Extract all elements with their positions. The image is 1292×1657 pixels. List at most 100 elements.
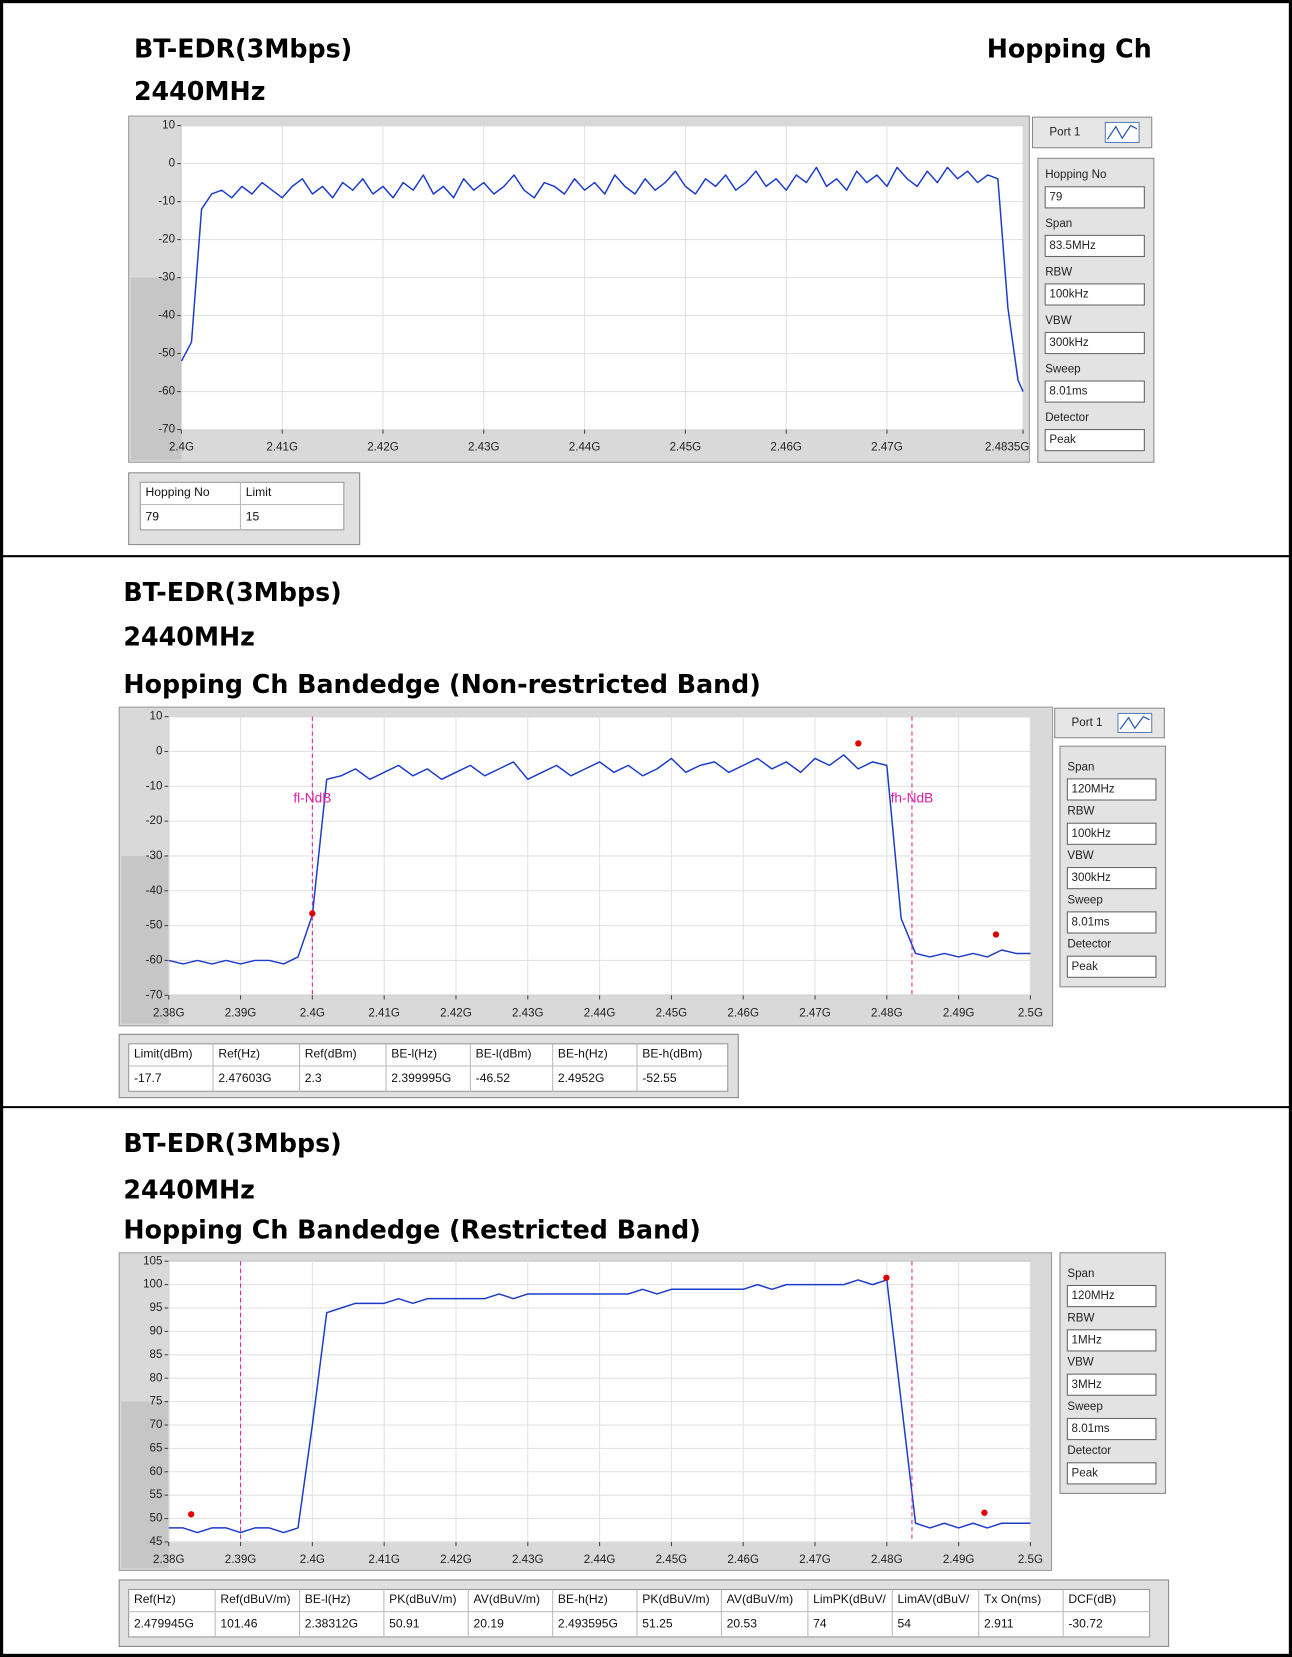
table-header: LimAV(dBuV/ (898, 1592, 970, 1606)
x-tick-label: 2.49G (943, 1553, 975, 1566)
y-tick-label: -70 (146, 988, 163, 1001)
table-header: BE-l(Hz) (305, 1592, 351, 1606)
marker (981, 1509, 988, 1516)
y-tick-label: 80 (150, 1371, 163, 1384)
setting-label: Detector (1067, 1444, 1111, 1457)
trace (180, 166, 1024, 392)
table-header: BE-h(Hz) (558, 1047, 608, 1061)
x-tick-label: 2.4G (169, 441, 194, 454)
chart-title: Hopping Ch Bandedge (Non-restricted Band… (123, 669, 760, 699)
x-tick-label: 2.47G (799, 1553, 831, 1566)
setting-value: 8.01ms (1072, 1422, 1110, 1435)
setting-value: 120MHz (1072, 1289, 1115, 1302)
graph-lower-shade (121, 855, 169, 1024)
setting-value: 3MHz (1072, 1378, 1102, 1391)
setting-field (1066, 867, 1157, 890)
y-tick-label: -10 (146, 779, 163, 792)
y-tick-label: -50 (146, 919, 163, 932)
setting-label: Span (1067, 1267, 1094, 1280)
setting-field (1066, 911, 1157, 934)
table-cell: 2.479945G (134, 1616, 194, 1630)
y-tick-label: 50 (150, 1512, 163, 1525)
port-icon (1117, 712, 1153, 733)
setting-label: VBW (1045, 314, 1071, 327)
y-tick-label: -40 (146, 884, 163, 897)
marker (187, 1511, 195, 1518)
y-tick-label: 55 (150, 1488, 163, 1501)
port-label: Port 1 (1072, 716, 1103, 729)
y-tick-label: 100 (143, 1278, 162, 1291)
x-tick-label: 2.46G (727, 1006, 759, 1019)
y-tick-label: -60 (146, 953, 163, 966)
chart-title: 2440MHz (134, 76, 266, 106)
setting-field (1044, 331, 1145, 355)
marker (883, 1274, 890, 1281)
table-header: Limit (246, 485, 272, 499)
table-header: BE-l(Hz) (391, 1047, 437, 1061)
setting-field (1066, 1462, 1157, 1485)
setting-value: 300kHz (1049, 336, 1088, 349)
x-tick-label: 2.44G (584, 1006, 616, 1019)
table-cell: 79 (146, 509, 160, 523)
chart-title: 2440MHz (123, 1175, 255, 1205)
marker (992, 931, 1000, 938)
setting-value: 100kHz (1072, 827, 1111, 840)
table-header: AV(dBuV/m) (474, 1592, 540, 1606)
setting-label: Sweep (1045, 362, 1080, 375)
x-tick-label: 2.4G (300, 1553, 325, 1566)
setting-label: Span (1045, 217, 1072, 230)
chart-title: Hopping Ch (987, 34, 1152, 64)
y-tick-label: -30 (146, 849, 163, 862)
y-tick-label: 60 (150, 1465, 163, 1478)
setting-label: Sweep (1067, 1400, 1102, 1413)
table-cell: -30.72 (1068, 1616, 1103, 1630)
y-tick-label: 105 (143, 1254, 162, 1267)
table-cell: 51.25 (642, 1616, 673, 1630)
x-tick-label: 2.41G (266, 441, 298, 454)
setting-field (1044, 429, 1145, 452)
y-tick-label: 10 (162, 119, 175, 132)
x-tick-label: 2.47G (871, 441, 903, 454)
setting-field (1066, 1284, 1157, 1308)
table-header: AV(dBuV/m) (727, 1592, 793, 1606)
y-tick-label: -20 (158, 233, 175, 246)
chart-title: 2440MHz (123, 622, 255, 652)
y-tick-label: -20 (146, 814, 163, 827)
x-tick-label: 2.38G (153, 1553, 185, 1566)
table-cell: 15 (246, 509, 260, 523)
setting-value: 8.01ms (1049, 385, 1087, 398)
x-tick-label: 2.42G (367, 441, 399, 454)
table-cell: -52.55 (642, 1071, 677, 1085)
settings-panel (1037, 157, 1155, 463)
table-header: BE-h(Hz) (558, 1592, 608, 1606)
x-tick-label: 2.4835G (985, 441, 1029, 454)
setting-value: Peak (1049, 433, 1076, 446)
table-header: BE-l(dBm) (476, 1047, 532, 1061)
marker (309, 910, 316, 917)
setting-value: 100kHz (1049, 288, 1088, 301)
setting-value: 83.5MHz (1049, 239, 1096, 252)
x-tick-label: 2.42G (440, 1553, 472, 1566)
setting-field (1066, 778, 1157, 801)
setting-label: RBW (1045, 265, 1072, 278)
marker (855, 740, 862, 747)
table-header: Ref(dBm) (305, 1047, 357, 1061)
y-tick-label: 10 (150, 710, 163, 723)
table-cell: 2.911 (984, 1616, 1014, 1630)
x-tick-label: 2.48G (871, 1006, 903, 1019)
setting-label: VBW (1067, 1356, 1093, 1369)
chart-title: BT-EDR(3Mbps) (134, 34, 352, 64)
graph-lower-shade (130, 277, 182, 461)
setting-label: Hopping No (1045, 168, 1106, 181)
table-cell: -46.52 (476, 1071, 511, 1085)
y-tick-label: 0 (156, 745, 162, 758)
y-tick-label: -40 (158, 309, 175, 322)
x-tick-label: 2.41G (368, 1553, 400, 1566)
table-cell: 2.399995G (391, 1071, 451, 1085)
setting-value: 300kHz (1072, 871, 1111, 884)
chart-title: BT-EDR(3Mbps) (123, 577, 341, 607)
x-tick-label: 2.43G (468, 441, 500, 454)
port-icon (1104, 121, 1140, 144)
setting-label: RBW (1067, 1311, 1094, 1324)
setting-label: Detector (1045, 411, 1089, 424)
